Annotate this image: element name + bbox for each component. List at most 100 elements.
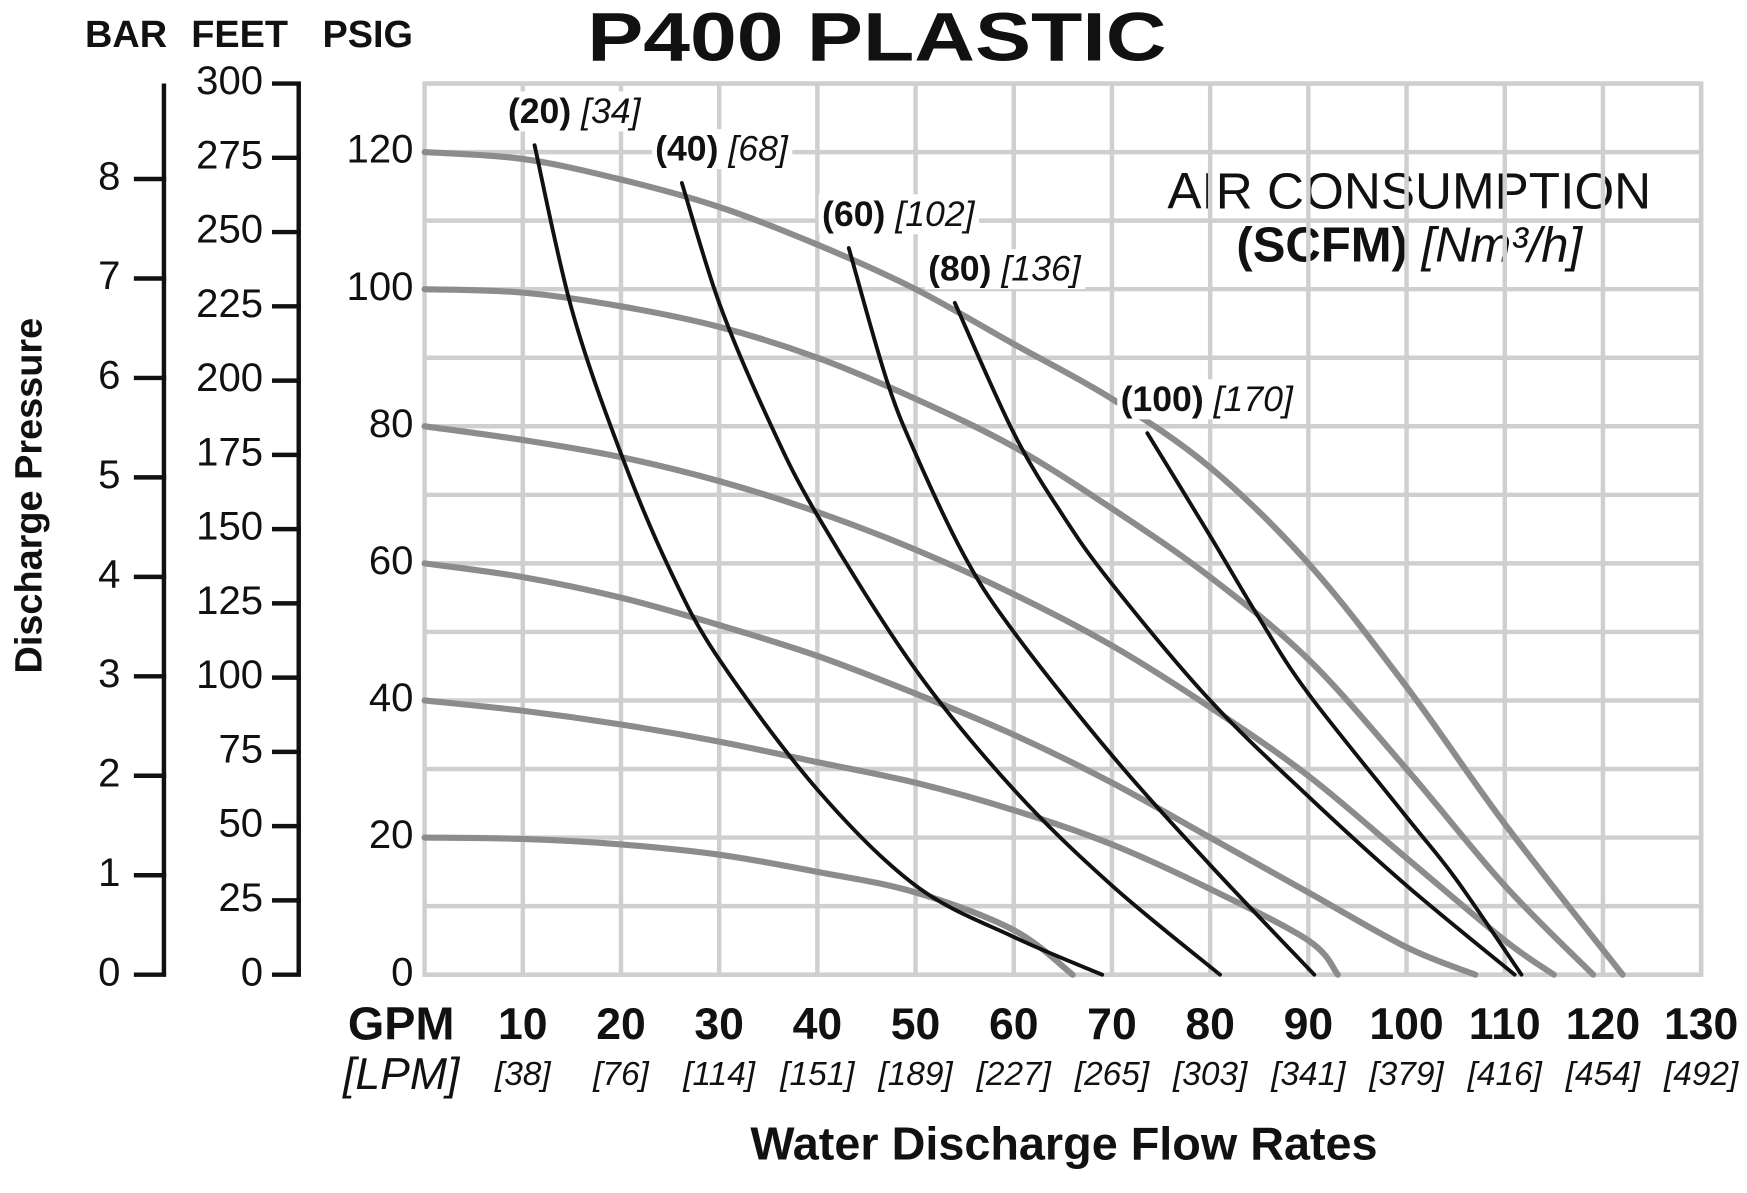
y-axis-title: Discharge Pressure <box>8 318 50 674</box>
y-tick-label: 40 <box>369 676 414 720</box>
feet-tick-label: 75 <box>218 727 263 771</box>
air-consumption-curve <box>1145 431 1524 977</box>
feet-tick-label: 175 <box>196 430 263 474</box>
bar-tick-label: 7 <box>98 254 120 298</box>
curve-label: (80) [136] <box>928 249 1082 289</box>
curve-label-sub: [34] <box>580 91 642 131</box>
feet-tick-label: 225 <box>196 282 263 326</box>
y-tick-label: 20 <box>369 813 414 857</box>
bar-tick-label: 4 <box>98 552 120 596</box>
x-tick-sublabel: [38] <box>494 1056 551 1093</box>
x-unit2: [LPM] <box>342 1050 461 1099</box>
air-consumption-curve <box>952 300 1517 977</box>
x-tick-sublabel: [265] <box>1074 1056 1150 1093</box>
x-tick-label: 90 <box>1284 1000 1334 1049</box>
feet-tick-label: 125 <box>196 579 263 623</box>
axis-header: PSIG <box>323 14 413 56</box>
axis-header: BAR <box>85 14 167 56</box>
x-axis-title: Water Discharge Flow Rates <box>750 1118 1377 1170</box>
air-consumption-curve <box>846 246 1317 977</box>
x-tick-sublabel: [227] <box>976 1056 1052 1093</box>
annotation-unit: (SCFM) <box>1236 218 1407 272</box>
air-pressure-curve <box>421 286 1597 978</box>
axis-header: FEET <box>191 14 288 56</box>
feet-tick-label: 200 <box>196 356 263 400</box>
curve-label-sub: [136] <box>1000 249 1081 289</box>
y-tick-label: 60 <box>369 539 414 583</box>
y-tick-label: 80 <box>369 402 414 446</box>
feet-tick-label: 275 <box>196 133 263 177</box>
curve-label-bg <box>924 249 1086 290</box>
air-consumption-curve <box>532 143 1105 977</box>
x-tick-sublabel: [303] <box>1172 1056 1248 1093</box>
y-tick-label: 120 <box>347 128 414 172</box>
x-tick-sublabel: [379] <box>1368 1056 1444 1093</box>
curve-label-name: (100) <box>1121 379 1204 419</box>
x-tick-label: 80 <box>1185 1000 1235 1049</box>
air-pressure-curve <box>421 834 1076 978</box>
x-tick-sublabel: [76] <box>592 1056 649 1093</box>
x-tick-sublabel: [341] <box>1270 1056 1346 1093</box>
feet-tick-label: 25 <box>218 876 263 920</box>
annotation: (SCFM) [Nm³/h] <box>1236 218 1583 272</box>
x-tick-label: 50 <box>891 1000 941 1049</box>
feet-tick-label: 300 <box>196 59 263 103</box>
feet-tick-label: 50 <box>218 802 263 846</box>
curve-label-sub: [170] <box>1213 379 1294 419</box>
chart-title: P400 PLASTIC <box>587 0 1166 76</box>
x-tick-label: 130 <box>1664 1000 1738 1049</box>
curve-label-bg <box>1117 379 1298 420</box>
curve-label: (60) [102] <box>822 194 976 234</box>
x-tick-sublabel: [454] <box>1565 1056 1641 1093</box>
bar-tick-label: 5 <box>98 453 120 497</box>
feet-tick-label: 100 <box>196 653 263 697</box>
air-pressure-curve <box>421 423 1557 978</box>
x-tick-label: 110 <box>1469 1000 1541 1049</box>
x-tick-sublabel: [492] <box>1663 1056 1739 1093</box>
y-tick-label: 100 <box>347 265 414 309</box>
x-tick-sublabel: [416] <box>1467 1056 1543 1093</box>
x-tick-label: 60 <box>989 1000 1039 1049</box>
air-pressure-curve <box>421 560 1479 978</box>
air-pressure-curve <box>421 697 1341 978</box>
bar-tick-label: 3 <box>98 652 120 696</box>
x-tick-sublabel: [151] <box>779 1056 855 1093</box>
x-tick-label: 70 <box>1087 1000 1137 1049</box>
curve-label-bg <box>504 91 645 132</box>
x-unit: GPM <box>348 997 455 1049</box>
curve-label-sub: [102] <box>894 194 975 234</box>
x-tick-label: 20 <box>596 1000 646 1049</box>
bar-tick-label: 1 <box>98 851 120 895</box>
x-tick-sublabel: [189] <box>877 1056 953 1093</box>
curve-label-bg <box>651 129 793 170</box>
curve-label-sub: [68] <box>727 129 789 169</box>
feet-tick-label: 0 <box>241 950 263 994</box>
curve-label: (20) [34] <box>508 91 642 131</box>
feet-tick-label: 150 <box>196 505 263 549</box>
air-consumption-curve <box>679 180 1222 977</box>
bar-tick-label: 8 <box>98 155 120 199</box>
bar-tick-label: 0 <box>98 950 120 994</box>
curve-label: (100) [170] <box>1121 379 1294 419</box>
x-tick-sublabel: [114] <box>682 1056 756 1093</box>
curve-label-bg <box>818 194 980 235</box>
curve-label-name: (80) <box>928 249 991 289</box>
curve-label-name: (60) <box>822 194 885 234</box>
annotation-unit2: [Nm³/h] <box>1421 218 1584 272</box>
curve-label: (40) [68] <box>655 129 789 169</box>
x-tick-label: 120 <box>1566 1000 1640 1049</box>
x-tick-label: 30 <box>694 1000 744 1049</box>
annotation: AIR CONSUMPTION <box>1167 162 1651 219</box>
curve-label-name: (40) <box>655 129 718 169</box>
x-tick-label: 40 <box>793 1000 843 1049</box>
y-tick-label: 0 <box>391 950 413 994</box>
bar-tick-label: 2 <box>98 751 120 795</box>
curve-label-name: (20) <box>508 91 571 131</box>
feet-tick-label: 250 <box>196 208 263 252</box>
x-tick-label: 100 <box>1369 1000 1443 1049</box>
bar-tick-label: 6 <box>98 354 120 398</box>
x-tick-label: 10 <box>498 1000 548 1049</box>
plot-frame <box>422 81 1704 977</box>
